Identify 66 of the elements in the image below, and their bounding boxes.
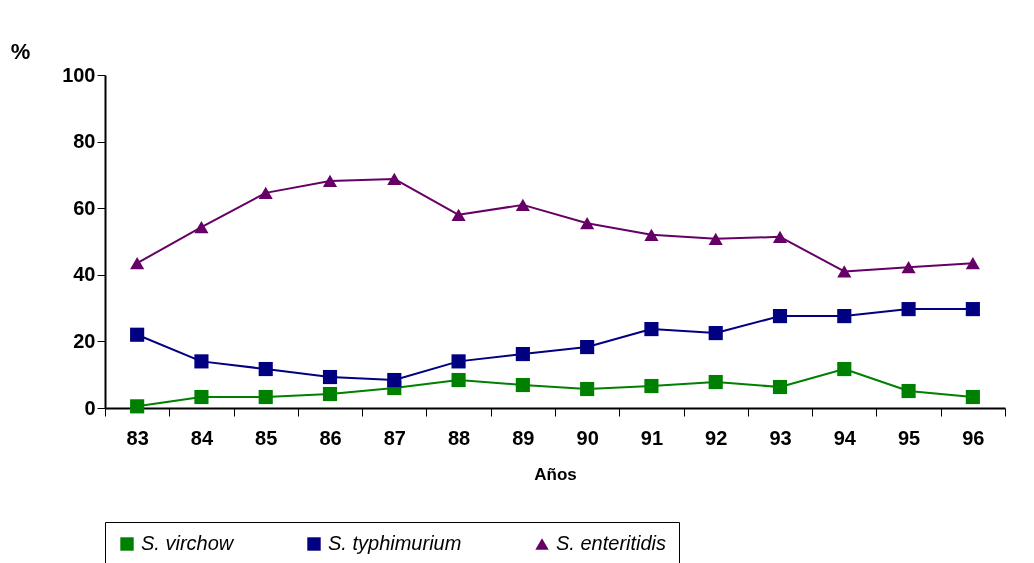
point: [708, 326, 723, 341]
point: [387, 172, 402, 186]
point: [580, 381, 595, 397]
point: [322, 369, 338, 385]
x-tick-label: 90: [576, 426, 599, 449]
point: [194, 389, 209, 405]
y-tick-label: 100: [62, 63, 96, 86]
point: [837, 309, 852, 324]
y-tick-label: 40: [73, 263, 96, 286]
point: [130, 257, 145, 270]
x-tick-label: 93: [769, 426, 792, 449]
legend-label: S. enteritidis: [556, 532, 667, 554]
point: [580, 339, 595, 355]
y-tick-label: 0: [84, 396, 96, 419]
point: [387, 372, 402, 388]
point: [772, 309, 788, 324]
point: [322, 174, 338, 188]
x-tick-label: 85: [255, 426, 278, 449]
point: [644, 378, 659, 394]
x-tick-label: 83: [126, 426, 149, 449]
point: [708, 374, 723, 390]
point: [322, 386, 338, 402]
point: [837, 265, 852, 278]
x-tick-label: 84: [190, 426, 214, 449]
point: [965, 257, 980, 270]
point: [965, 389, 980, 405]
legend-label: S. typhimurium: [328, 532, 462, 554]
point: [194, 354, 209, 369]
y-tick-label: 20: [73, 329, 96, 352]
point: [451, 372, 466, 388]
point: [451, 208, 466, 221]
point: [258, 389, 273, 405]
x-tick-label: 96: [962, 426, 985, 449]
point: [901, 261, 916, 274]
point: [130, 399, 145, 414]
x-tick-label: 92: [705, 426, 728, 449]
point: [772, 379, 788, 395]
point: [580, 217, 595, 230]
x-tick-label: 95: [897, 426, 921, 449]
x-tick-label: 94: [833, 426, 857, 449]
x-tick-label: 86: [319, 426, 342, 449]
x-axis-title: Años: [534, 464, 577, 484]
point: [130, 327, 145, 342]
x-tick-label: 87: [383, 426, 406, 449]
point: [451, 354, 466, 369]
point: [837, 361, 852, 377]
point: [708, 232, 723, 245]
x-tick-label: 88: [447, 426, 471, 449]
legend-label: S. virchow: [141, 532, 235, 554]
point: [258, 186, 273, 200]
point: [515, 377, 530, 393]
point: [965, 302, 980, 317]
point: [644, 228, 659, 241]
point: [258, 361, 273, 377]
point: [772, 230, 788, 243]
point: [901, 383, 916, 399]
y-axis-title: %: [10, 38, 31, 64]
x-tick-label: 91: [640, 426, 664, 449]
point: [901, 302, 916, 317]
y-tick-label: 60: [73, 196, 96, 219]
point: [194, 221, 209, 234]
point: [515, 198, 530, 211]
point: [644, 322, 659, 337]
point: [515, 346, 530, 362]
y-tick-label: 80: [73, 130, 96, 153]
x-tick-label: 89: [512, 426, 535, 449]
